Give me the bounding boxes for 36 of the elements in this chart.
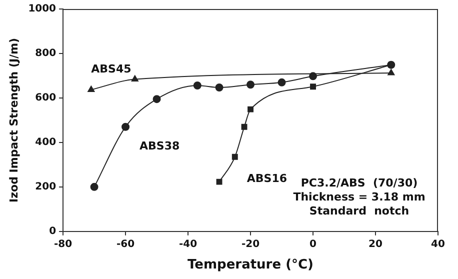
y-tick-label: 0	[49, 226, 56, 237]
series-label: ABS16	[246, 172, 288, 185]
point	[278, 78, 286, 86]
point	[88, 86, 95, 92]
point	[241, 124, 248, 130]
x-tick-label: -60	[116, 238, 135, 250]
y-tick-label: 400	[35, 137, 56, 148]
x-tick-label: 20	[368, 238, 382, 250]
point	[388, 69, 395, 76]
point	[193, 82, 202, 90]
point	[215, 84, 224, 92]
x-tick-label: 0	[310, 238, 317, 250]
y-axis-title: Izod Impact Strength (J/m)	[7, 38, 20, 202]
point	[248, 106, 254, 112]
point	[216, 178, 222, 185]
series-label: ABS45	[91, 62, 132, 76]
x-tick-label: 40	[431, 238, 445, 250]
y-tick-label: 200	[35, 182, 56, 193]
point	[310, 84, 316, 90]
annotation: PC3.2/ABS (70/30)	[300, 176, 418, 190]
y-tick-label: 600	[35, 92, 56, 104]
y-tick-label: 1000	[28, 4, 56, 15]
x-axis-title: Temperature (°C)	[188, 258, 314, 273]
annotation: Thickness = 3.18 mm	[293, 190, 426, 204]
series-label: ABS38	[140, 140, 180, 153]
point	[246, 80, 255, 89]
x-tick-label: -80	[54, 238, 72, 250]
point	[90, 182, 98, 191]
x-tick-label: -40	[178, 238, 198, 250]
point	[131, 75, 138, 82]
point	[232, 154, 238, 160]
point	[122, 122, 130, 131]
annotation: Standard notch	[309, 204, 410, 218]
x-tick-label: -20	[241, 238, 260, 250]
point	[152, 95, 161, 104]
y-tick-label: 800	[35, 48, 56, 60]
